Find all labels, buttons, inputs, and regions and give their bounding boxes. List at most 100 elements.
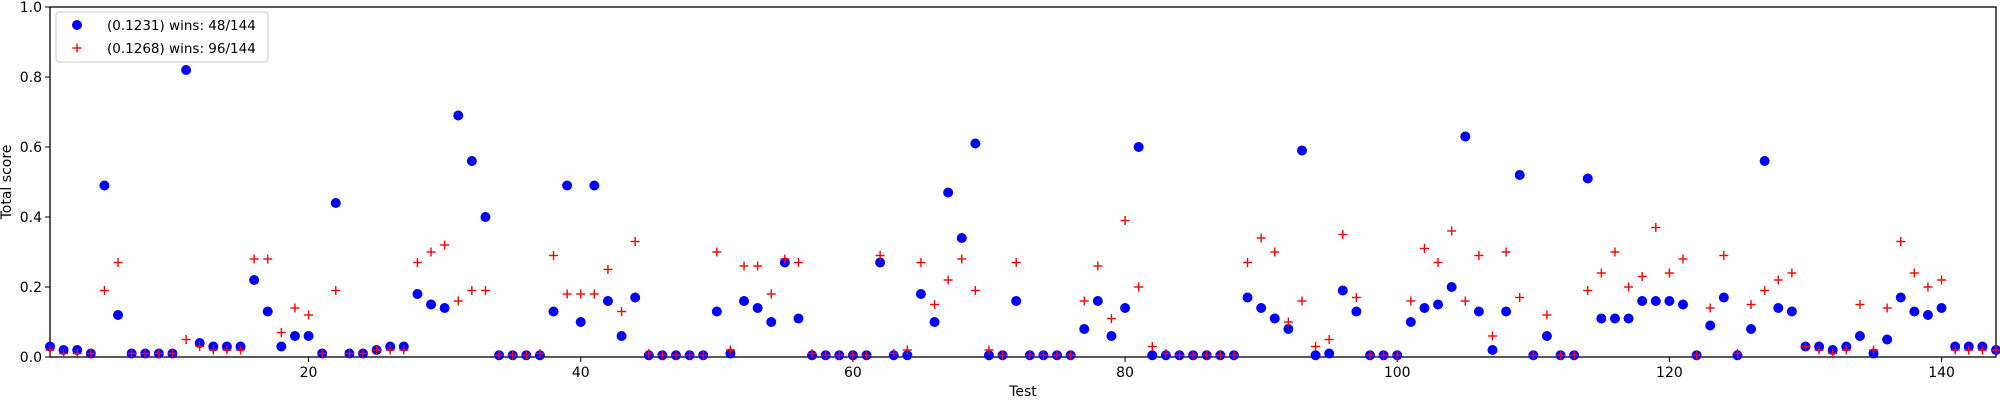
data-point-plus [1678, 254, 1688, 264]
data-point-circle [99, 180, 110, 191]
data-point-plus [1637, 272, 1647, 281]
x-tick-label: 140 [1928, 365, 1955, 381]
data-point-plus [1324, 335, 1334, 344]
x-tick-label: 80 [1116, 365, 1134, 381]
data-point-plus [1977, 345, 1987, 355]
data-point-plus [453, 296, 463, 306]
data-point-circle [330, 198, 341, 208]
data-point-plus [181, 335, 191, 344]
data-point-plus [1746, 300, 1756, 309]
data-point-plus [685, 350, 695, 360]
data-point-plus [834, 350, 844, 360]
data-point-plus [712, 247, 722, 257]
data-point-circle [1011, 296, 1022, 306]
data-point-plus [1909, 268, 1919, 278]
legend: (0.1231) wins: 48/144 (0.1268) wins: 96/… [55, 11, 269, 63]
data-point-circle [426, 299, 437, 310]
data-point-plus [1624, 282, 1634, 292]
data-point-plus [372, 345, 382, 355]
data-point-circle [276, 341, 287, 352]
x-tick-label: 20 [300, 365, 318, 381]
data-point-circle [1120, 303, 1131, 313]
y-tick-label: 0.4 [20, 210, 42, 226]
data-point-circle [1664, 296, 1675, 306]
data-point-plus [562, 289, 572, 299]
data-point-circle [1460, 131, 1471, 142]
legend-marker-circle [72, 20, 82, 30]
data-point-plus [113, 258, 123, 267]
data-point-plus [766, 289, 776, 299]
data-point-plus [1147, 342, 1157, 351]
data-point-circle [439, 303, 450, 313]
data-point-circle [1501, 306, 1512, 317]
data-point-plus [1487, 331, 1497, 341]
data-point-circle [1637, 296, 1648, 306]
data-point-plus [236, 345, 246, 355]
data-point-plus [494, 350, 504, 360]
data-point-plus [1079, 296, 1089, 306]
data-point-plus [739, 261, 749, 271]
data-point-circle [412, 289, 423, 299]
data-point-plus [862, 350, 872, 360]
data-point-circle [943, 187, 954, 198]
data-point-plus [657, 350, 667, 360]
data-point-plus [1474, 251, 1484, 260]
data-point-circle [630, 292, 641, 303]
y-tick-label: 0.0 [20, 350, 42, 366]
legend-plus-glyph [72, 43, 82, 53]
data-point-plus [249, 254, 259, 264]
data-point-plus [970, 286, 980, 295]
data-point-circle [1147, 350, 1158, 361]
data-point-circle [956, 233, 967, 243]
data-point-circle [711, 306, 722, 317]
data-point-plus [1202, 350, 1212, 360]
data-point-plus [644, 349, 654, 358]
data-point-plus [399, 345, 409, 355]
data-point-plus [1732, 349, 1742, 358]
data-point-plus [1283, 317, 1293, 327]
data-point-circle [1133, 142, 1144, 152]
data-point-plus [440, 240, 450, 250]
data-point-plus [426, 247, 436, 257]
data-point-plus [99, 286, 109, 295]
data-point-circle [575, 317, 586, 327]
y-tick-label: 0.6 [20, 140, 42, 156]
data-point-plus [1365, 350, 1375, 360]
data-point-plus [1787, 268, 1797, 278]
data-point-plus [195, 342, 205, 351]
x-tick-label: 60 [844, 365, 862, 381]
data-point-plus [317, 349, 327, 358]
data-point-circle [289, 331, 300, 341]
data-point-plus [1351, 293, 1361, 302]
data-point-circle [1882, 334, 1893, 345]
data-point-plus [1692, 350, 1702, 360]
data-point-circle [181, 65, 192, 75]
data-point-plus [1719, 251, 1729, 260]
data-point-plus [45, 345, 55, 355]
data-point-plus [1066, 350, 1076, 360]
data-point-plus [154, 349, 164, 358]
data-point-plus [1814, 345, 1824, 355]
data-point-plus [1869, 345, 1879, 355]
data-point-circle [466, 156, 477, 166]
data-point-plus [1882, 303, 1892, 313]
data-point-circle [929, 317, 940, 327]
data-point-plus [208, 345, 218, 355]
data-point-plus [521, 350, 531, 360]
data-point-circle [589, 180, 600, 191]
data-point-circle [1446, 282, 1457, 292]
data-point-plus [957, 254, 967, 264]
data-point-plus [1501, 247, 1511, 257]
data-point-plus [1338, 230, 1348, 239]
data-point-plus [1270, 247, 1280, 257]
data-point-circle [1351, 306, 1362, 317]
data-point-plus [1256, 233, 1266, 243]
x-tick-label: 100 [1384, 365, 1411, 381]
data-point-circle [249, 275, 260, 285]
data-point-plus [480, 286, 490, 295]
data-point-plus [344, 349, 354, 358]
data-point-plus [1297, 296, 1307, 306]
data-point-plus [508, 350, 518, 360]
data-point-plus [875, 251, 885, 260]
